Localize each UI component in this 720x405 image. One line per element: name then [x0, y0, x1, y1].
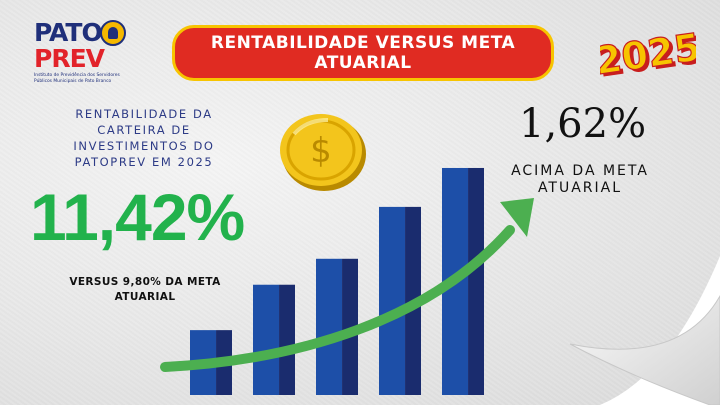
chart-bars	[190, 167, 484, 395]
chart-bar-shade	[279, 284, 295, 395]
versus-target-label: VERSUS 9,80% DA META ATUARIAL	[69, 276, 221, 303]
logo-name-part1: PATO	[34, 18, 103, 47]
logo-name-part2: PREV	[34, 44, 105, 73]
patoprev-logo: PATO PREV Instituto de Previdência dos S…	[34, 18, 134, 90]
excess-return: 1,62%	[519, 101, 647, 147]
title-banner: RENTABILIDADE VERSUS META ATUARIAL	[172, 25, 554, 81]
chart-bar-shade	[342, 258, 358, 395]
page-curl	[569, 256, 720, 405]
year-text: 2025	[600, 25, 696, 83]
portfolio-return: 11,42%	[30, 180, 245, 254]
logo-emblem-icon	[100, 20, 126, 46]
svg-text:$: $	[310, 131, 332, 171]
excess-label: ACIMA DA META ATUARIAL	[511, 163, 649, 196]
chart-bar	[253, 284, 280, 395]
portfolio-label: RENTABILIDADE DA CARTEIRA DE INVESTIMENT…	[73, 107, 215, 169]
growth-arrow-icon	[160, 225, 515, 372]
growth-arrow-head	[500, 198, 534, 237]
year-badge: 2025 2025	[600, 24, 696, 85]
logo-subtitle: Instituto de Previdência dos Servidores …	[34, 73, 120, 84]
chart-bar-shade	[468, 167, 484, 395]
page-title: RENTABILIDADE VERSUS META ATUARIAL	[210, 33, 516, 73]
chart-bar	[379, 206, 406, 395]
dollar-coin-icon: $	[280, 114, 366, 191]
chart-bar	[316, 258, 343, 395]
